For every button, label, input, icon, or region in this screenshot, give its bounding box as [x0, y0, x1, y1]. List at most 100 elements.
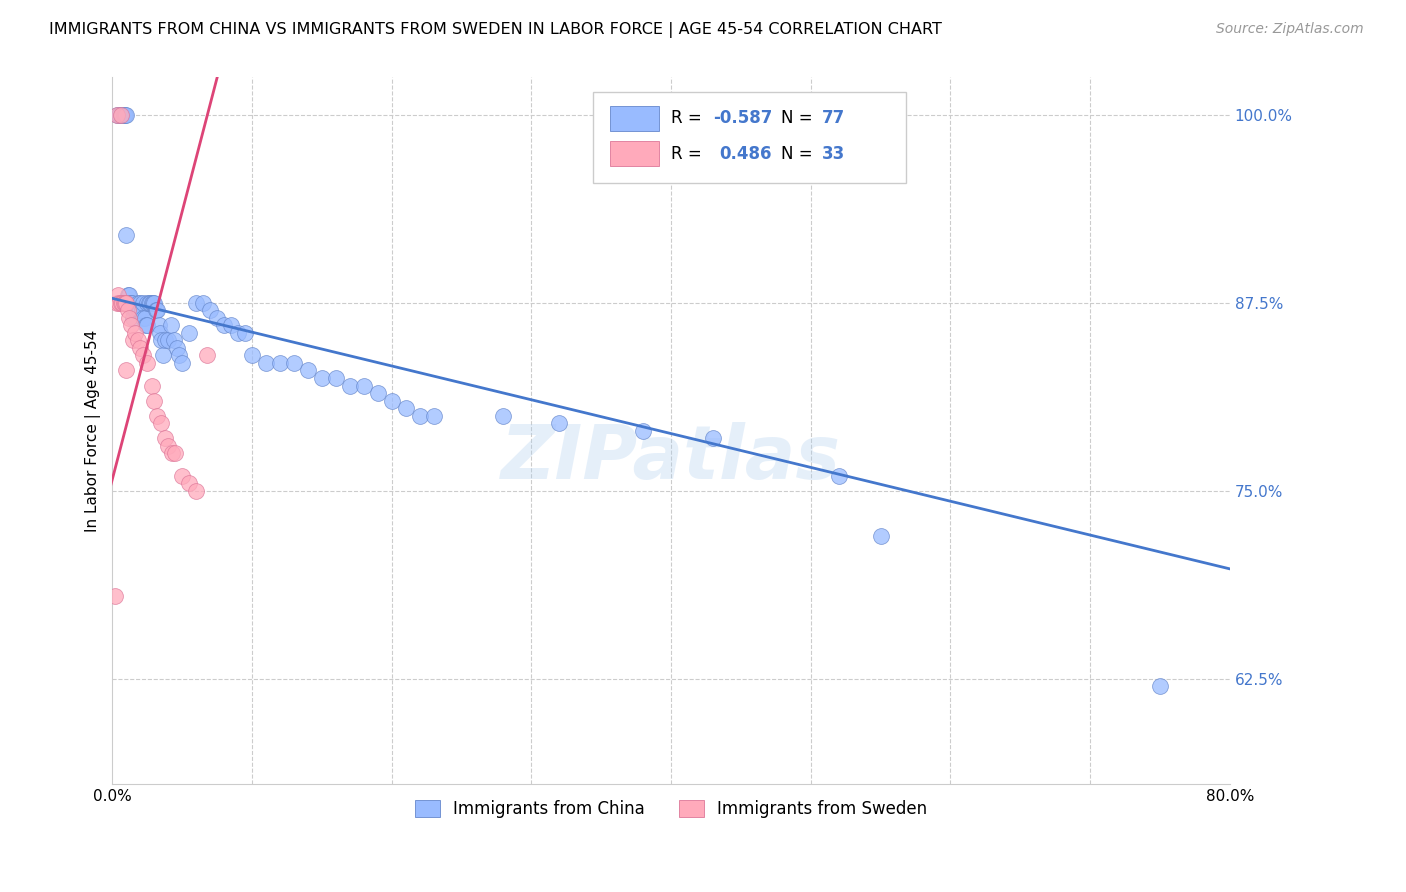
- Text: 33: 33: [823, 145, 845, 162]
- Point: [136, 296, 159, 310]
- Point: [122, 310, 145, 325]
- Point: [157, 439, 180, 453]
- Text: 0.486: 0.486: [718, 145, 772, 162]
- Point: [110, 296, 132, 310]
- Point: [111, 296, 134, 310]
- Point: [155, 334, 177, 348]
- Point: [136, 356, 159, 370]
- Point: [548, 416, 571, 430]
- Point: [146, 303, 169, 318]
- Point: [118, 310, 141, 325]
- Point: [108, 296, 131, 310]
- Point: [869, 529, 891, 543]
- Point: [325, 371, 347, 385]
- Point: [104, 589, 127, 603]
- Point: [150, 416, 173, 430]
- Point: [111, 108, 134, 122]
- Point: [105, 108, 128, 122]
- Point: [219, 318, 242, 333]
- Point: [105, 296, 128, 310]
- Point: [283, 356, 305, 370]
- Point: [311, 371, 333, 385]
- Point: [186, 483, 208, 498]
- Point: [114, 108, 136, 122]
- Point: [136, 318, 159, 333]
- Point: [179, 326, 201, 340]
- Point: [120, 296, 142, 310]
- Text: ZIPatlas: ZIPatlas: [501, 422, 841, 495]
- Point: [395, 401, 418, 415]
- Point: [198, 303, 221, 318]
- FancyBboxPatch shape: [593, 92, 905, 184]
- Point: [115, 228, 138, 243]
- Point: [1149, 679, 1171, 693]
- Text: R =: R =: [671, 110, 707, 128]
- Point: [141, 378, 163, 392]
- Point: [150, 334, 173, 348]
- Point: [631, 424, 654, 438]
- Point: [122, 334, 145, 348]
- Point: [122, 303, 145, 318]
- Point: [233, 326, 256, 340]
- Point: [165, 446, 187, 460]
- Point: [132, 296, 155, 310]
- Point: [149, 326, 172, 340]
- Point: [120, 318, 142, 333]
- Point: [117, 288, 139, 302]
- Point: [212, 318, 235, 333]
- Text: N =: N =: [780, 145, 817, 162]
- Point: [110, 108, 132, 122]
- Point: [139, 296, 162, 310]
- Point: [179, 476, 201, 491]
- Point: [112, 108, 135, 122]
- Point: [112, 296, 135, 310]
- Point: [169, 348, 191, 362]
- Point: [269, 356, 291, 370]
- Point: [172, 468, 194, 483]
- Point: [381, 393, 404, 408]
- Point: [152, 348, 174, 362]
- Point: [118, 296, 141, 310]
- Point: [422, 409, 444, 423]
- Point: [132, 310, 155, 325]
- Point: [240, 348, 263, 362]
- Point: [105, 108, 128, 122]
- Point: [353, 378, 375, 392]
- Point: [115, 296, 138, 310]
- Point: [135, 318, 157, 333]
- FancyBboxPatch shape: [610, 105, 659, 131]
- Point: [492, 409, 515, 423]
- Legend: Immigrants from China, Immigrants from Sweden: Immigrants from China, Immigrants from S…: [409, 793, 934, 825]
- Point: [297, 363, 319, 377]
- Point: [128, 303, 150, 318]
- Point: [827, 468, 849, 483]
- Point: [155, 431, 177, 445]
- Point: [172, 356, 194, 370]
- Point: [131, 303, 153, 318]
- Point: [339, 378, 361, 392]
- Point: [226, 326, 249, 340]
- Point: [141, 296, 163, 310]
- Point: [132, 348, 155, 362]
- Point: [114, 296, 136, 310]
- Point: [143, 393, 166, 408]
- Point: [129, 341, 152, 355]
- Point: [186, 296, 208, 310]
- Point: [145, 303, 167, 318]
- Point: [115, 108, 138, 122]
- Text: -0.587: -0.587: [713, 110, 773, 128]
- Point: [107, 288, 129, 302]
- Point: [193, 296, 215, 310]
- Text: R =: R =: [671, 145, 707, 162]
- Point: [160, 318, 183, 333]
- Point: [157, 334, 180, 348]
- Point: [124, 326, 146, 340]
- Point: [117, 303, 139, 318]
- Point: [124, 303, 146, 318]
- Point: [702, 431, 724, 445]
- Y-axis label: In Labor Force | Age 45-54: In Labor Force | Age 45-54: [86, 329, 101, 532]
- Point: [127, 334, 149, 348]
- Point: [367, 386, 389, 401]
- Point: [125, 303, 148, 318]
- Text: IMMIGRANTS FROM CHINA VS IMMIGRANTS FROM SWEDEN IN LABOR FORCE | AGE 45-54 CORRE: IMMIGRANTS FROM CHINA VS IMMIGRANTS FROM…: [49, 22, 942, 38]
